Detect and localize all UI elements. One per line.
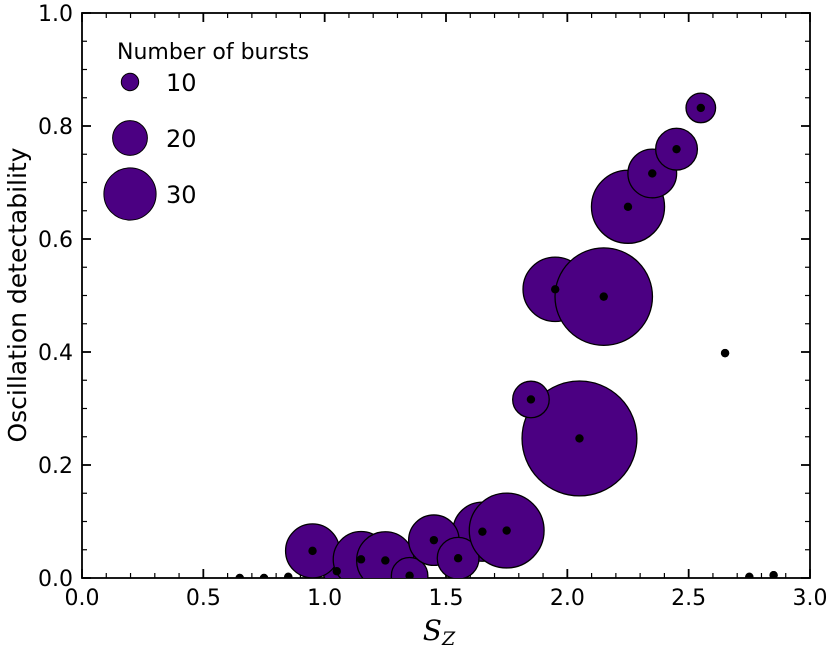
y-axis-label: Oscillation detectability [3, 147, 32, 442]
center-dot [769, 570, 778, 578]
center-dot [599, 292, 608, 301]
center-dots-layer [235, 103, 778, 578]
legend-size-label: 30 [166, 181, 197, 209]
y-tick-label: 0.6 [38, 228, 73, 253]
center-dot [429, 535, 439, 545]
y-tick-labels: 0.0 0.2 0.4 0.6 0.8 1.0 [38, 2, 73, 592]
center-dot [235, 573, 244, 578]
y-tick-label: 0.8 [38, 115, 73, 140]
center-dot [672, 144, 681, 154]
legend: Number of bursts 10 20 30 [103, 40, 309, 221]
legend-title: Number of bursts [117, 40, 309, 65]
bubbles-layer [235, 92, 778, 578]
legend-bubble [103, 167, 157, 221]
x-axis-label-subscript: Z [441, 628, 456, 646]
x-tick-label: 0.5 [186, 586, 221, 611]
legend-bubble [120, 72, 140, 92]
center-dot [356, 555, 366, 564]
center-dot [381, 556, 390, 565]
center-dot [405, 571, 414, 578]
center-dot [259, 573, 269, 578]
y-tick-label: 0.0 [38, 567, 73, 592]
legend-size-label: 10 [166, 69, 197, 97]
center-dot [648, 169, 657, 178]
center-dot [623, 202, 633, 211]
y-tick-label: 0.4 [38, 341, 73, 366]
x-tick-labels: 0.0 0.5 1.0 1.5 2.0 2.5 3.0 [65, 586, 828, 611]
center-dot [332, 567, 341, 576]
center-dot [720, 348, 730, 358]
center-dot [453, 554, 463, 563]
x-tick-label: 1.0 [307, 586, 342, 611]
center-dot [575, 434, 584, 443]
x-tick-label: 1.5 [429, 586, 464, 611]
center-dot [696, 103, 705, 113]
center-dot [745, 572, 754, 578]
legend-items: 10 20 30 [103, 69, 197, 221]
axis-ticks [81, 12, 811, 579]
center-dot [478, 527, 487, 536]
x-tick-label: 3.0 [793, 586, 828, 611]
y-tick-label: 1.0 [38, 2, 73, 27]
legend-bubble [112, 120, 148, 156]
center-dot [502, 526, 511, 535]
x-tick-label: 2.0 [550, 586, 585, 611]
center-dot [308, 546, 317, 556]
y-tick-label: 0.2 [38, 454, 73, 479]
bubble [390, 556, 429, 578]
x-tick-label: 0.0 [65, 586, 100, 611]
x-axis-label: SZ [423, 614, 456, 646]
center-dot [551, 285, 560, 294]
x-axis-label-base: S [423, 614, 442, 646]
center-dot [526, 395, 536, 404]
center-dot [284, 572, 293, 578]
x-tick-label: 2.5 [671, 586, 706, 611]
legend-size-label: 20 [166, 125, 197, 153]
